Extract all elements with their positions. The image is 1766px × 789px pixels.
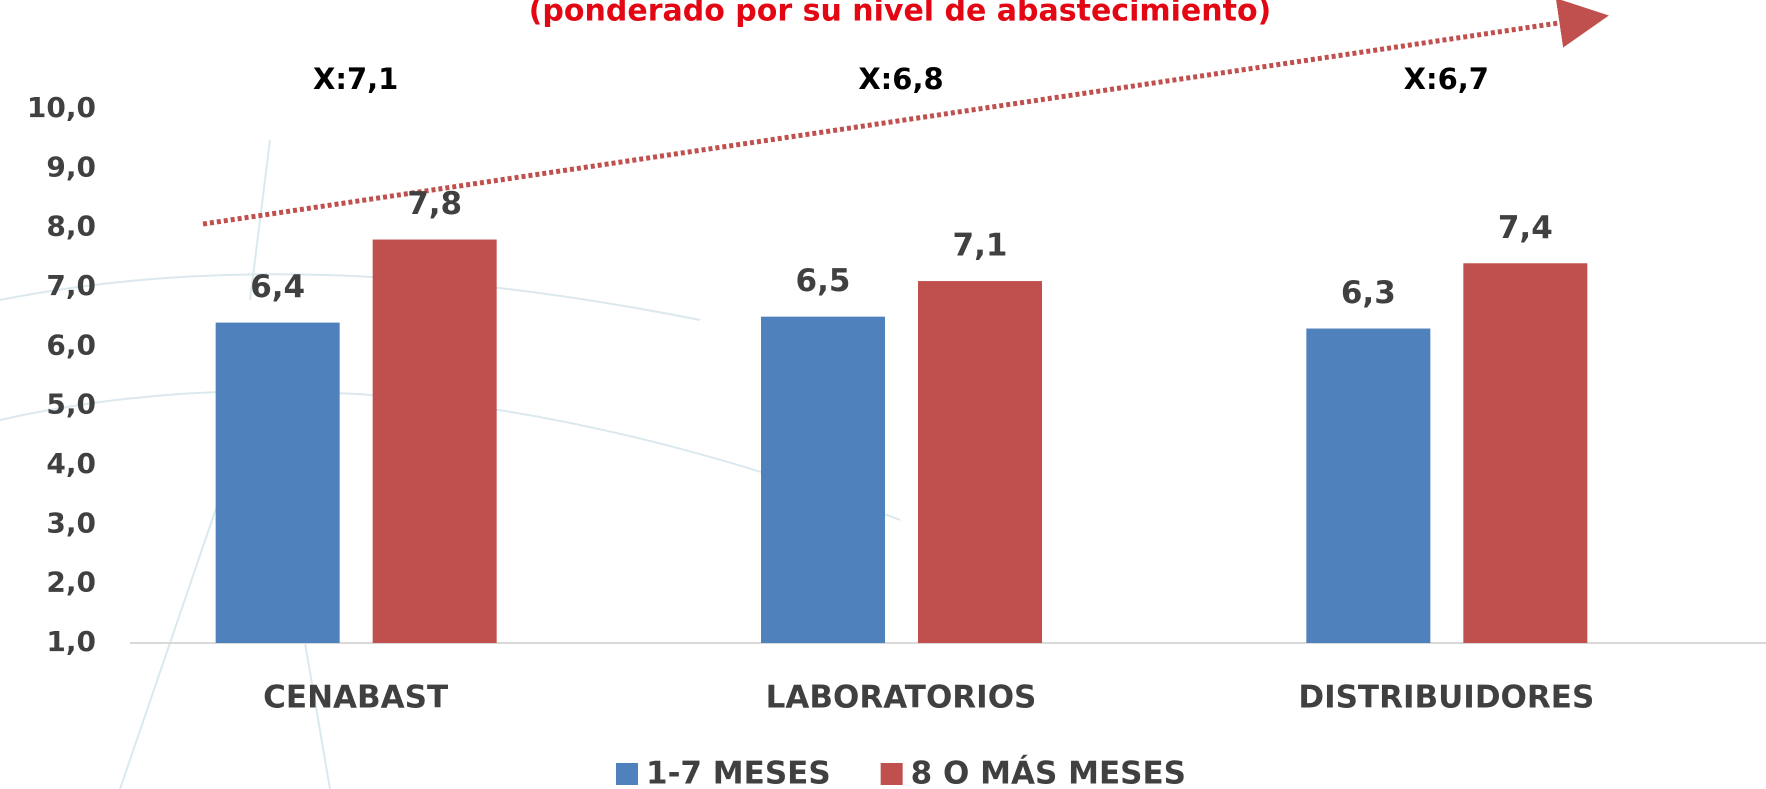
legend-label: 1-7 MESES [646, 756, 831, 789]
annotation: X:6,8 [858, 62, 943, 96]
y-tick-label: 10,0 [27, 91, 96, 124]
data-label: 7,8 [407, 186, 462, 222]
y-tick-label: 8,0 [46, 210, 96, 243]
trend-arrow [202, 0, 1609, 227]
y-tick-label: 6,0 [46, 328, 96, 361]
y-tick-label: 3,0 [46, 506, 96, 539]
legend-swatch [616, 763, 638, 785]
chart-title: (ponderado por su nivel de abastecimient… [529, 0, 1272, 29]
annotation: X:6,7 [1404, 62, 1489, 96]
bar [372, 239, 497, 644]
x-tick-label: LABORATORIOS [766, 680, 1037, 716]
x-tick-label: DISTRIBUIDORES [1298, 680, 1594, 716]
legend-swatch [880, 763, 903, 785]
bar [761, 316, 885, 643]
x-tick-label: CENABAST [263, 680, 448, 716]
bar [215, 322, 340, 643]
bar [1463, 263, 1588, 643]
y-tick-label: 2,0 [46, 566, 96, 599]
y-tick-label: 4,0 [46, 447, 96, 480]
data-label: 6,5 [796, 263, 851, 299]
y-tick-label: 5,0 [46, 388, 96, 421]
y-tick-label: 7,0 [46, 269, 96, 302]
y-tick-label: 9,0 [46, 150, 96, 183]
data-label: 6,4 [250, 269, 305, 305]
legend-label: 8 O MÁS MESES [911, 756, 1186, 789]
data-label: 7,4 [1498, 210, 1553, 246]
data-label: 7,1 [953, 228, 1008, 264]
data-label: 6,3 [1341, 275, 1396, 311]
bar [1306, 328, 1431, 643]
bar [918, 281, 1042, 643]
annotation: X:7,1 [313, 62, 398, 96]
y-tick-label: 1,0 [46, 625, 96, 658]
